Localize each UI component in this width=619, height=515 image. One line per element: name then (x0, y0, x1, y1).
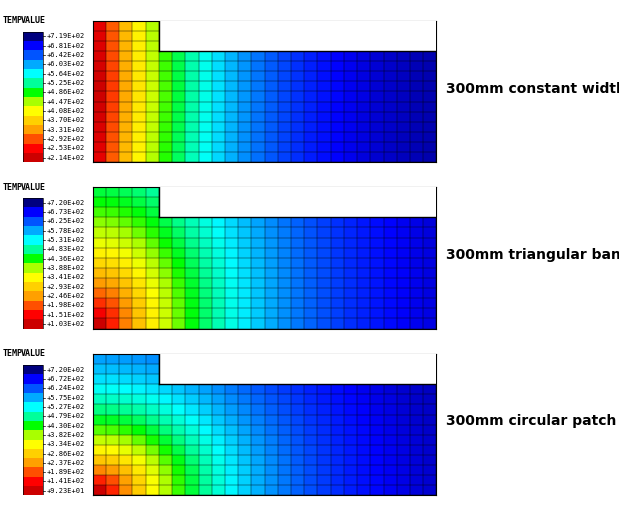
Bar (23, 439, 43, 449)
Text: +2.86E+02: +2.86E+02 (46, 451, 85, 456)
Bar (23, 245, 43, 254)
Text: +4.86E+02: +4.86E+02 (46, 89, 85, 95)
Bar (23, 116, 43, 125)
Text: VALUE: VALUE (20, 183, 45, 192)
Text: +6.42E+02: +6.42E+02 (46, 52, 85, 58)
Bar (23, 421, 43, 430)
Text: +2.46E+02: +2.46E+02 (46, 293, 85, 299)
Text: +5.64E+02: +5.64E+02 (46, 71, 85, 77)
Bar (23, 365, 43, 374)
Text: TEMP: TEMP (3, 183, 23, 192)
Bar (23, 32, 43, 162)
Text: +7.20E+02: +7.20E+02 (46, 367, 85, 373)
Bar (159, 21, 436, 51)
Bar (23, 319, 43, 329)
Text: +1.03E+02: +1.03E+02 (46, 321, 85, 327)
Text: 300mm triangular band: 300mm triangular band (446, 248, 619, 262)
Bar (23, 144, 43, 153)
Text: +2.37E+02: +2.37E+02 (46, 460, 85, 466)
Text: +5.31E+02: +5.31E+02 (46, 237, 85, 243)
Bar (23, 310, 43, 319)
Text: +5.27E+02: +5.27E+02 (46, 404, 85, 410)
Bar (23, 282, 43, 291)
Text: +1.89E+02: +1.89E+02 (46, 469, 85, 475)
Bar (23, 272, 43, 282)
Bar (23, 365, 43, 495)
Bar (23, 235, 43, 245)
Text: +4.08E+02: +4.08E+02 (46, 108, 85, 114)
Text: TEMP: TEMP (3, 16, 23, 25)
Bar (23, 208, 43, 217)
Bar (23, 60, 43, 69)
Bar (23, 106, 43, 116)
Text: +7.19E+02: +7.19E+02 (46, 33, 85, 40)
Bar (23, 198, 43, 208)
Text: +6.72E+02: +6.72E+02 (46, 376, 85, 382)
Bar (23, 486, 43, 495)
Text: +3.31E+02: +3.31E+02 (46, 127, 85, 133)
Bar (23, 384, 43, 393)
Bar (23, 254, 43, 263)
Bar (23, 291, 43, 301)
Text: +6.73E+02: +6.73E+02 (46, 209, 85, 215)
Bar (159, 354, 436, 384)
Text: +2.14E+02: +2.14E+02 (46, 154, 85, 161)
Text: 300mm constant width band: 300mm constant width band (446, 82, 619, 96)
Text: TEMP: TEMP (3, 350, 23, 358)
Text: +6.81E+02: +6.81E+02 (46, 43, 85, 49)
Text: VALUE: VALUE (20, 16, 45, 25)
Bar (23, 88, 43, 97)
Text: +3.82E+02: +3.82E+02 (46, 432, 85, 438)
Text: +1.98E+02: +1.98E+02 (46, 302, 85, 308)
Text: +7.20E+02: +7.20E+02 (46, 200, 85, 206)
Bar (23, 97, 43, 106)
Text: +5.75E+02: +5.75E+02 (46, 394, 85, 401)
Bar (23, 301, 43, 310)
Text: +5.78E+02: +5.78E+02 (46, 228, 85, 234)
Bar (23, 411, 43, 421)
Text: +4.36E+02: +4.36E+02 (46, 255, 85, 262)
Text: +6.25E+02: +6.25E+02 (46, 218, 85, 225)
Bar (23, 32, 43, 41)
Bar (23, 477, 43, 486)
Bar (23, 153, 43, 162)
Text: +1.41E+02: +1.41E+02 (46, 478, 85, 485)
Bar (23, 226, 43, 235)
Text: +4.79E+02: +4.79E+02 (46, 413, 85, 419)
Bar (23, 134, 43, 144)
Text: +6.24E+02: +6.24E+02 (46, 385, 85, 391)
Text: +3.70E+02: +3.70E+02 (46, 117, 85, 123)
Bar (23, 458, 43, 468)
Text: +9.23E+01: +9.23E+01 (46, 488, 85, 494)
Bar (23, 449, 43, 458)
Bar (23, 198, 43, 329)
Text: +1.51E+02: +1.51E+02 (46, 312, 85, 318)
Text: +2.93E+02: +2.93E+02 (46, 284, 85, 289)
Bar (23, 50, 43, 60)
Text: +4.83E+02: +4.83E+02 (46, 246, 85, 252)
Text: +3.88E+02: +3.88E+02 (46, 265, 85, 271)
Bar (23, 468, 43, 477)
Bar (23, 402, 43, 411)
Bar (159, 187, 436, 217)
Text: +4.47E+02: +4.47E+02 (46, 99, 85, 105)
Bar (23, 430, 43, 439)
Bar (23, 374, 43, 384)
Text: +3.34E+02: +3.34E+02 (46, 441, 85, 447)
Bar (23, 125, 43, 134)
Bar (23, 78, 43, 88)
Text: +3.41E+02: +3.41E+02 (46, 274, 85, 280)
Text: +6.03E+02: +6.03E+02 (46, 61, 85, 67)
Text: +5.25E+02: +5.25E+02 (46, 80, 85, 86)
Bar (23, 263, 43, 272)
Text: 300mm circular patch: 300mm circular patch (446, 414, 616, 428)
Text: VALUE: VALUE (20, 350, 45, 358)
Bar (23, 393, 43, 402)
Text: +2.92E+02: +2.92E+02 (46, 136, 85, 142)
Bar (23, 69, 43, 78)
Bar (23, 41, 43, 50)
Bar (23, 217, 43, 226)
Text: +4.30E+02: +4.30E+02 (46, 422, 85, 428)
Text: +2.53E+02: +2.53E+02 (46, 145, 85, 151)
